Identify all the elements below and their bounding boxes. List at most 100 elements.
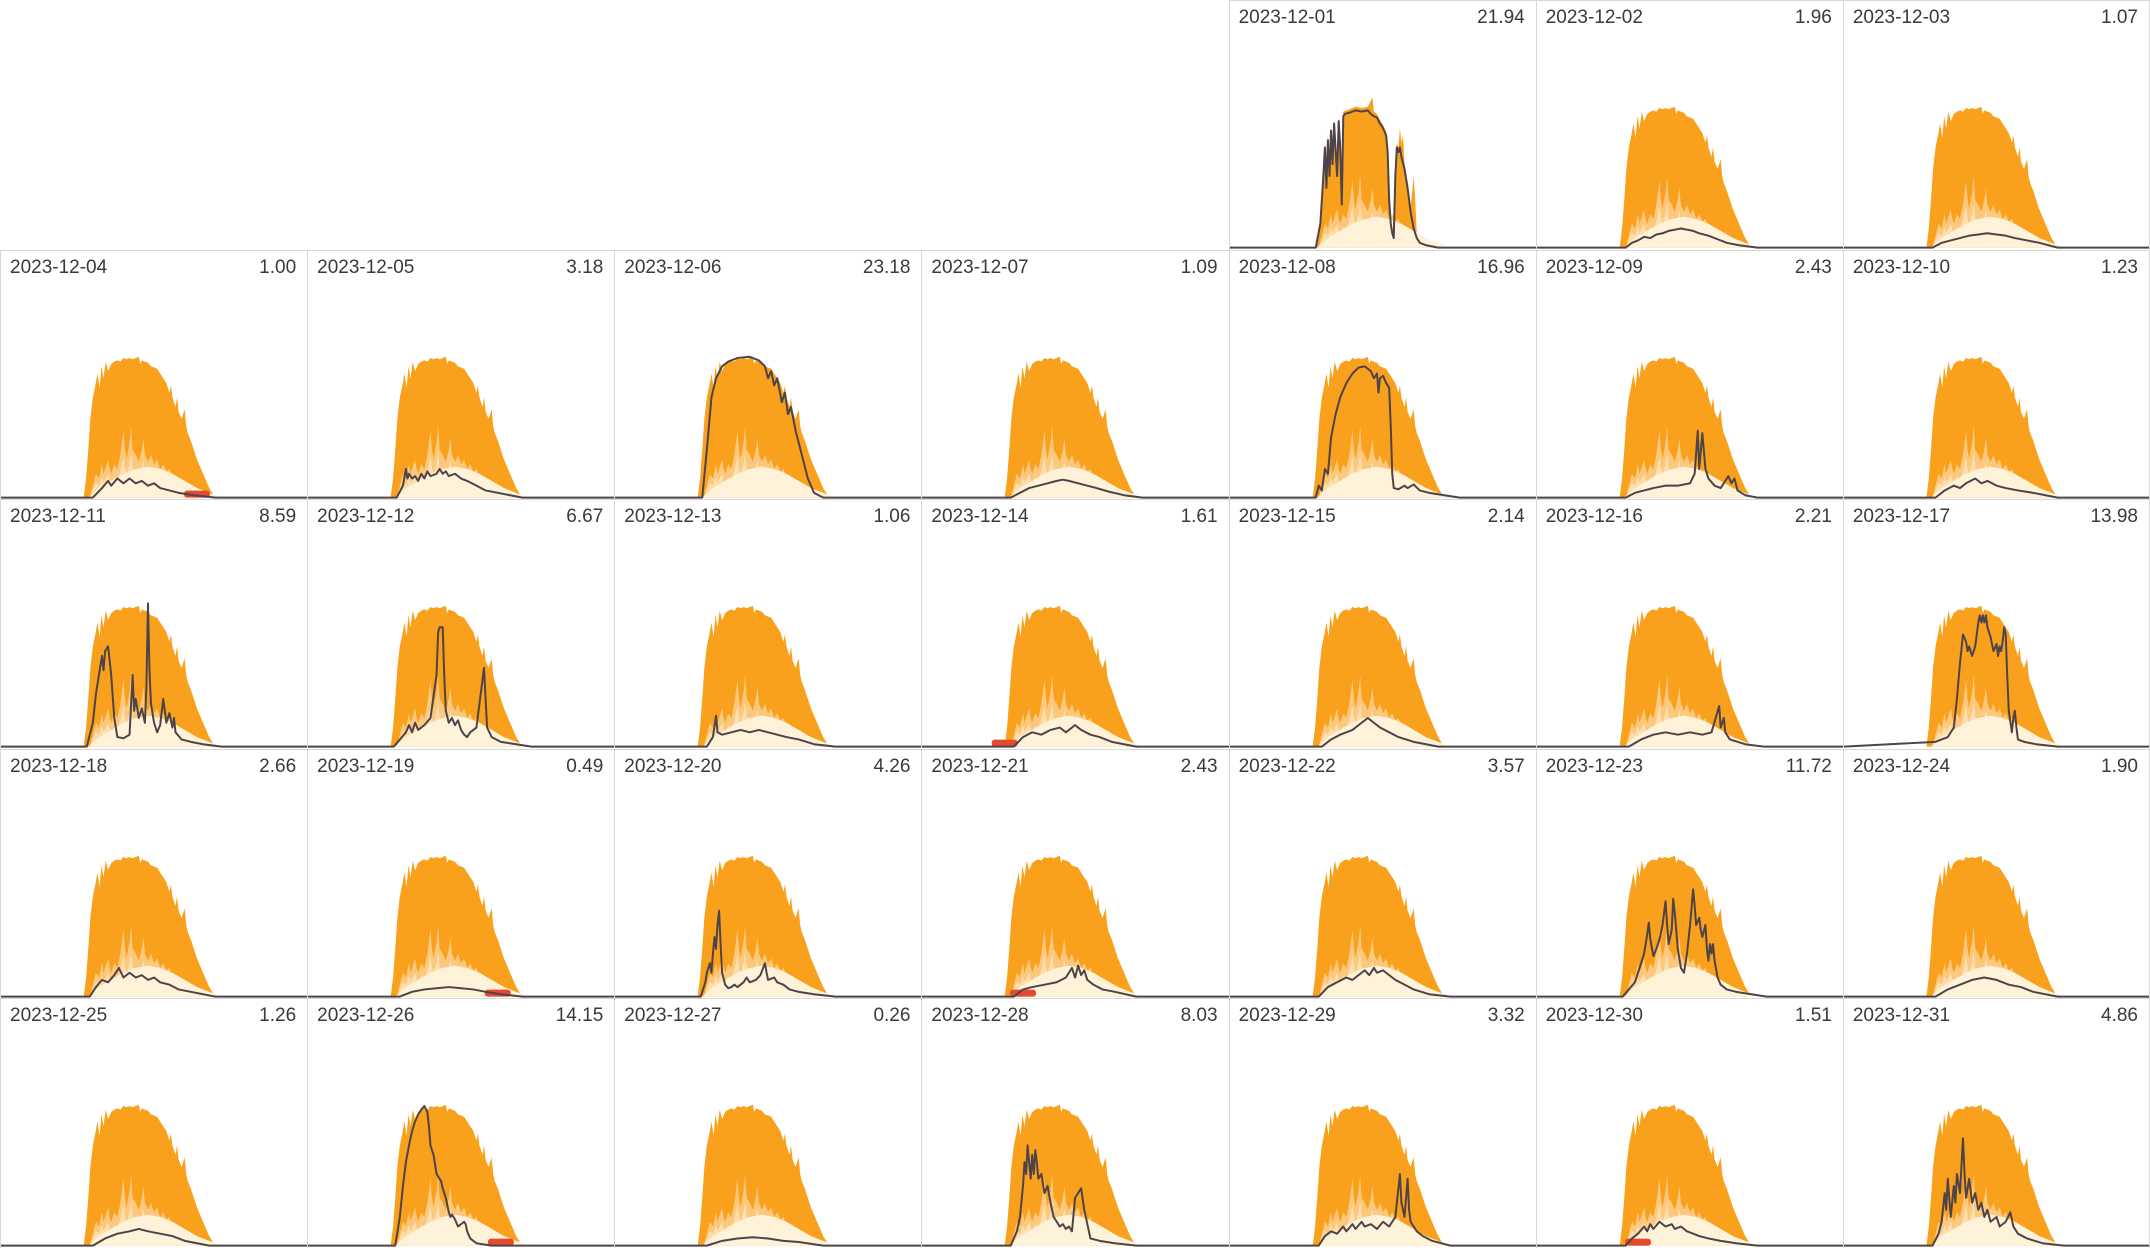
day-production-chart[interactable] xyxy=(1,500,308,749)
forecast-envelope-area xyxy=(1926,1105,2056,1247)
day-production-chart[interactable] xyxy=(1,251,308,500)
forecast-envelope-area xyxy=(697,605,829,747)
actual-production-line xyxy=(1843,614,2149,748)
day-production-chart[interactable] xyxy=(615,251,922,500)
day-production-chart[interactable] xyxy=(1229,750,1536,999)
day-cell-2023-12-12: 2023-12-12 6.67 xyxy=(307,499,615,749)
quantile-band-3 xyxy=(88,965,222,997)
day-production-chart[interactable] xyxy=(1,999,308,1248)
day-production-chart[interactable] xyxy=(308,500,615,749)
forecast-envelope-area xyxy=(697,855,829,997)
actual-production-line xyxy=(1536,705,1843,748)
actual-production-line xyxy=(1843,232,2149,249)
quantile-band-3 xyxy=(88,466,222,498)
actual-production-line xyxy=(1229,966,1536,998)
day-production-chart[interactable] xyxy=(308,999,615,1248)
quantile-band-3 xyxy=(88,1214,222,1247)
day-production-chart[interactable] xyxy=(1843,251,2149,500)
day-production-chart[interactable] xyxy=(308,750,615,999)
forecast-envelope-area xyxy=(83,1105,214,1247)
day-cell-2023-12-20: 2023-12-20 4.26 xyxy=(614,748,922,999)
day-production-chart[interactable] xyxy=(922,500,1229,749)
forecast-envelope-area xyxy=(83,356,214,498)
day-production-chart[interactable] xyxy=(308,251,615,500)
day-cell-2023-12-28: 2023-12-28 8.03 xyxy=(921,998,1229,1248)
day-production-chart[interactable] xyxy=(615,750,922,999)
day-production-chart[interactable] xyxy=(1536,750,1843,999)
actual-production-line xyxy=(1229,364,1536,499)
day-cell-2023-12-26: 2023-12-26 14.15 xyxy=(307,998,615,1248)
quantile-band-3 xyxy=(1623,715,1758,747)
day-production-chart[interactable] xyxy=(922,999,1229,1248)
quantile-band-3 xyxy=(1316,715,1450,747)
actual-production-line xyxy=(615,909,922,998)
forecast-envelope-area xyxy=(390,855,521,997)
forecast-envelope-area xyxy=(697,356,829,498)
forecast-envelope-area xyxy=(390,1105,521,1247)
day-cell-2023-12-07: 2023-12-07 1.09 xyxy=(921,249,1229,500)
day-production-chart[interactable] xyxy=(1229,1,1536,250)
day-production-chart[interactable] xyxy=(922,251,1229,500)
actual-production-line xyxy=(1,477,308,499)
forecast-envelope-area xyxy=(1619,1105,1750,1247)
actual-production-line xyxy=(308,626,615,748)
alert-marker xyxy=(992,739,1019,747)
forecast-envelope-area xyxy=(1005,605,1136,747)
day-production-chart[interactable] xyxy=(1843,750,2149,999)
day-production-chart[interactable] xyxy=(1843,1,2149,250)
day-cell-2023-12-17: 2023-12-17 13.98 xyxy=(1842,499,2150,749)
actual-production-line xyxy=(1536,1221,1843,1248)
actual-production-line xyxy=(615,714,922,748)
day-cell-2023-12-29: 2023-12-29 3.32 xyxy=(1228,998,1536,1248)
actual-production-line xyxy=(308,467,615,499)
day-cell-2023-12-19: 2023-12-19 0.49 xyxy=(307,748,615,999)
quantile-band-3 xyxy=(1009,965,1143,997)
day-production-chart[interactable] xyxy=(922,750,1229,999)
day-production-chart[interactable] xyxy=(1229,251,1536,500)
actual-production-line xyxy=(1536,429,1843,499)
actual-production-line xyxy=(615,1236,922,1248)
day-production-chart[interactable] xyxy=(1229,500,1536,749)
actual-production-line xyxy=(308,985,615,998)
actual-production-line xyxy=(1843,477,2149,499)
day-production-chart[interactable] xyxy=(1229,999,1536,1248)
actual-production-line xyxy=(1,966,308,998)
quantile-band-3 xyxy=(1930,466,2064,498)
day-production-chart[interactable] xyxy=(1843,500,2149,749)
day-production-chart[interactable] xyxy=(1536,500,1843,749)
day-cell-2023-12-14: 2023-12-14 1.61 xyxy=(921,499,1229,749)
forecast-envelope-area xyxy=(1312,356,1443,498)
forecast-envelope-area xyxy=(390,605,521,747)
day-cell-2023-12-21: 2023-12-21 2.43 xyxy=(921,748,1229,999)
day-cell-2023-12-11: 2023-12-11 8.59 xyxy=(0,499,308,749)
forecast-envelope-area xyxy=(1005,1105,1136,1247)
forecast-envelope-area xyxy=(1315,97,1438,248)
actual-production-line xyxy=(1843,976,2149,998)
quantile-band-3 xyxy=(1930,715,2064,747)
forecast-envelope-area xyxy=(1926,855,2056,997)
day-production-chart[interactable] xyxy=(1536,251,1843,500)
quantile-band-3 xyxy=(1930,1214,2064,1247)
quantile-band-3 xyxy=(702,715,836,747)
day-production-chart[interactable] xyxy=(615,500,922,749)
day-production-chart[interactable] xyxy=(1536,1,1843,250)
day-cell-2023-12-31: 2023-12-31 4.86 xyxy=(1842,998,2150,1248)
day-cell-2023-12-22: 2023-12-22 3.57 xyxy=(1228,748,1536,999)
quantile-band-3 xyxy=(1623,216,1758,248)
day-production-chart[interactable] xyxy=(1536,999,1843,1248)
actual-production-line xyxy=(922,1144,1229,1248)
forecast-envelope-area xyxy=(390,356,521,498)
forecast-envelope-area xyxy=(697,1105,829,1247)
day-cell-2023-12-25: 2023-12-25 1.26 xyxy=(0,998,308,1248)
actual-production-line xyxy=(1536,888,1843,998)
day-cell-2023-12-10: 2023-12-10 1.23 xyxy=(1842,249,2150,500)
day-production-chart[interactable] xyxy=(615,999,922,1248)
actual-production-line xyxy=(922,964,1229,998)
actual-production-line xyxy=(615,355,922,499)
forecast-envelope-area xyxy=(1926,356,2056,498)
alert-marker xyxy=(488,1239,514,1247)
day-production-chart[interactable] xyxy=(1843,999,2149,1248)
day-cell-2023-12-06: 2023-12-06 23.18 xyxy=(614,249,922,500)
quantile-band-3 xyxy=(702,965,836,997)
day-production-chart[interactable] xyxy=(1,750,308,999)
